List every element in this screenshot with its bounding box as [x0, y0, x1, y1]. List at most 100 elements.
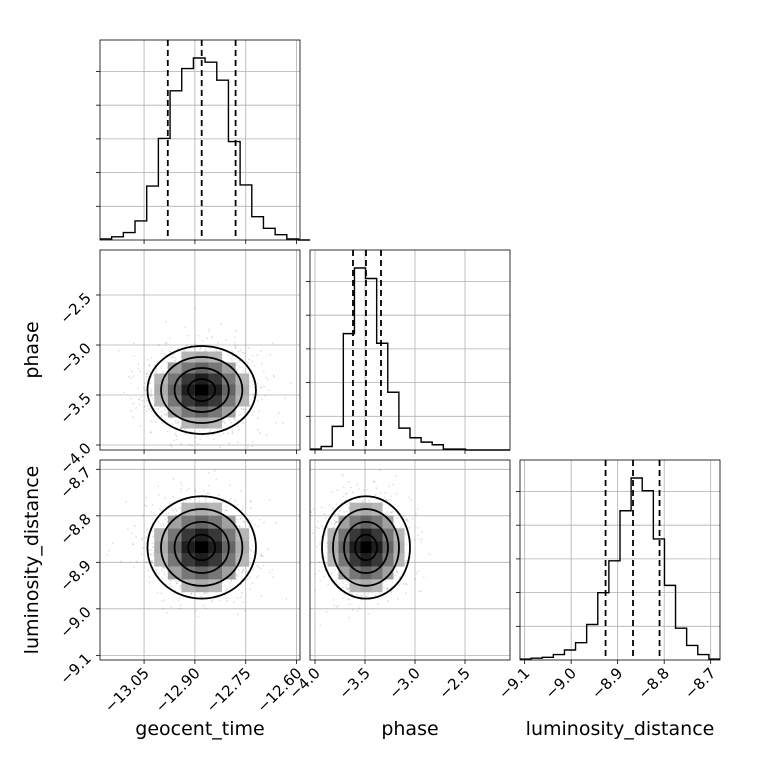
- density-cell: [208, 515, 223, 529]
- density-cell: [222, 515, 236, 529]
- density-cell: [371, 502, 383, 516]
- histogram-bar: [228, 142, 240, 240]
- density-cell: [349, 528, 361, 542]
- scatter-points: [106, 470, 288, 618]
- density-cell: [349, 553, 361, 567]
- histogram-bar: [252, 217, 264, 240]
- density-cell: [371, 579, 383, 593]
- histogram-bar: [147, 186, 159, 240]
- histogram-bar: [388, 392, 399, 450]
- histogram-bar: [377, 343, 388, 450]
- density-cell: [181, 406, 195, 418]
- density-cell: [181, 515, 195, 529]
- density-cell: [181, 362, 195, 374]
- scatter-points: [117, 307, 293, 450]
- contour-line: [321, 495, 411, 600]
- y-axis-label-luminosity-distance: luminosity_distance: [21, 466, 43, 655]
- density-cell: [349, 566, 361, 580]
- histogram-bar: [542, 657, 553, 660]
- density-cell: [167, 406, 182, 418]
- density-cell: [181, 417, 195, 429]
- histogram-phase: [306, 249, 511, 451]
- density-cell: [338, 528, 350, 542]
- y-axis-label-phase: phase: [21, 321, 43, 378]
- histogram-bar: [410, 438, 421, 450]
- contour-line: [343, 520, 389, 574]
- histogram-bar: [321, 447, 332, 451]
- density-cell: [181, 373, 195, 385]
- histogram-bar: [182, 69, 194, 240]
- density-cell: [167, 515, 182, 529]
- histogram-bar: [112, 237, 124, 240]
- contour-line: [187, 533, 217, 562]
- density-cell: [382, 566, 394, 580]
- histogram-bar: [205, 62, 217, 240]
- density-cell: [382, 553, 394, 567]
- histogram-step: [520, 477, 720, 660]
- panel-frame: [309, 459, 511, 661]
- panel-frame: [309, 249, 511, 451]
- density-cell: [338, 515, 350, 529]
- panel-frame: [99, 249, 301, 451]
- histogram-bar: [598, 593, 609, 660]
- contour-line: [173, 520, 230, 574]
- density-cell: [167, 528, 182, 542]
- histogram-bar: [399, 428, 410, 450]
- scatter-geocent-time-vs-phase: [99, 249, 301, 451]
- density-cell: [327, 553, 339, 567]
- y-tick-label: −3.0: [56, 339, 94, 377]
- density-cell: [222, 528, 236, 542]
- density-cell: [235, 373, 250, 385]
- density-cell: [222, 362, 236, 374]
- density-cell: [382, 528, 394, 542]
- density-cell: [235, 395, 250, 407]
- density-cell: [208, 528, 223, 542]
- y-tick-label: −8.9: [56, 556, 94, 594]
- density-cell: [208, 566, 223, 580]
- histogram-bar: [676, 628, 687, 660]
- panel-frame: [99, 459, 301, 661]
- y-tick-label: −3.5: [56, 389, 94, 427]
- x-tick-label: −8.8: [635, 664, 673, 702]
- contour-line: [146, 495, 257, 600]
- scatter-points: [310, 469, 431, 626]
- histogram-bar: [620, 511, 631, 660]
- x-tick-label: −8.9: [588, 664, 626, 702]
- density-cell: [208, 395, 223, 407]
- panel-frame: [99, 39, 301, 241]
- density-cell: [371, 566, 383, 580]
- histogram-step: [100, 57, 311, 241]
- x-tick-label: −3.0: [385, 664, 423, 702]
- density-cell: [208, 406, 223, 418]
- panel-frame: [519, 459, 721, 661]
- histogram-bar: [193, 58, 205, 240]
- density-cell: [154, 395, 168, 407]
- density-cell: [181, 553, 195, 567]
- density-cell: [349, 579, 361, 593]
- density-cell: [360, 541, 372, 554]
- x-tick-label: −9.0: [541, 664, 579, 702]
- density-cell: [222, 406, 236, 418]
- histogram-bar: [123, 233, 135, 240]
- histogram-bar: [366, 279, 377, 451]
- y-tick-label: −8.8: [56, 510, 94, 548]
- density-cell: [327, 528, 339, 542]
- density-cell: [222, 395, 236, 407]
- scatter-phase-vs-luminosity-distance: [309, 459, 511, 661]
- density-cell: [382, 515, 394, 529]
- histogram-step: [310, 267, 510, 451]
- histogram-bar: [687, 645, 698, 660]
- density-cell: [349, 515, 361, 529]
- density-cell: [371, 515, 383, 529]
- density-cell: [154, 373, 168, 385]
- histogram-bar: [217, 80, 229, 240]
- contour-line: [187, 378, 217, 402]
- contour-line: [146, 345, 257, 435]
- x-tick-label: −2.5: [435, 664, 473, 702]
- contour-line: [354, 533, 378, 562]
- density-cell: [222, 566, 236, 580]
- histogram-bar: [553, 655, 564, 660]
- histogram-bar: [642, 491, 653, 660]
- histogram-bar: [170, 91, 182, 240]
- density-cell: [371, 528, 383, 542]
